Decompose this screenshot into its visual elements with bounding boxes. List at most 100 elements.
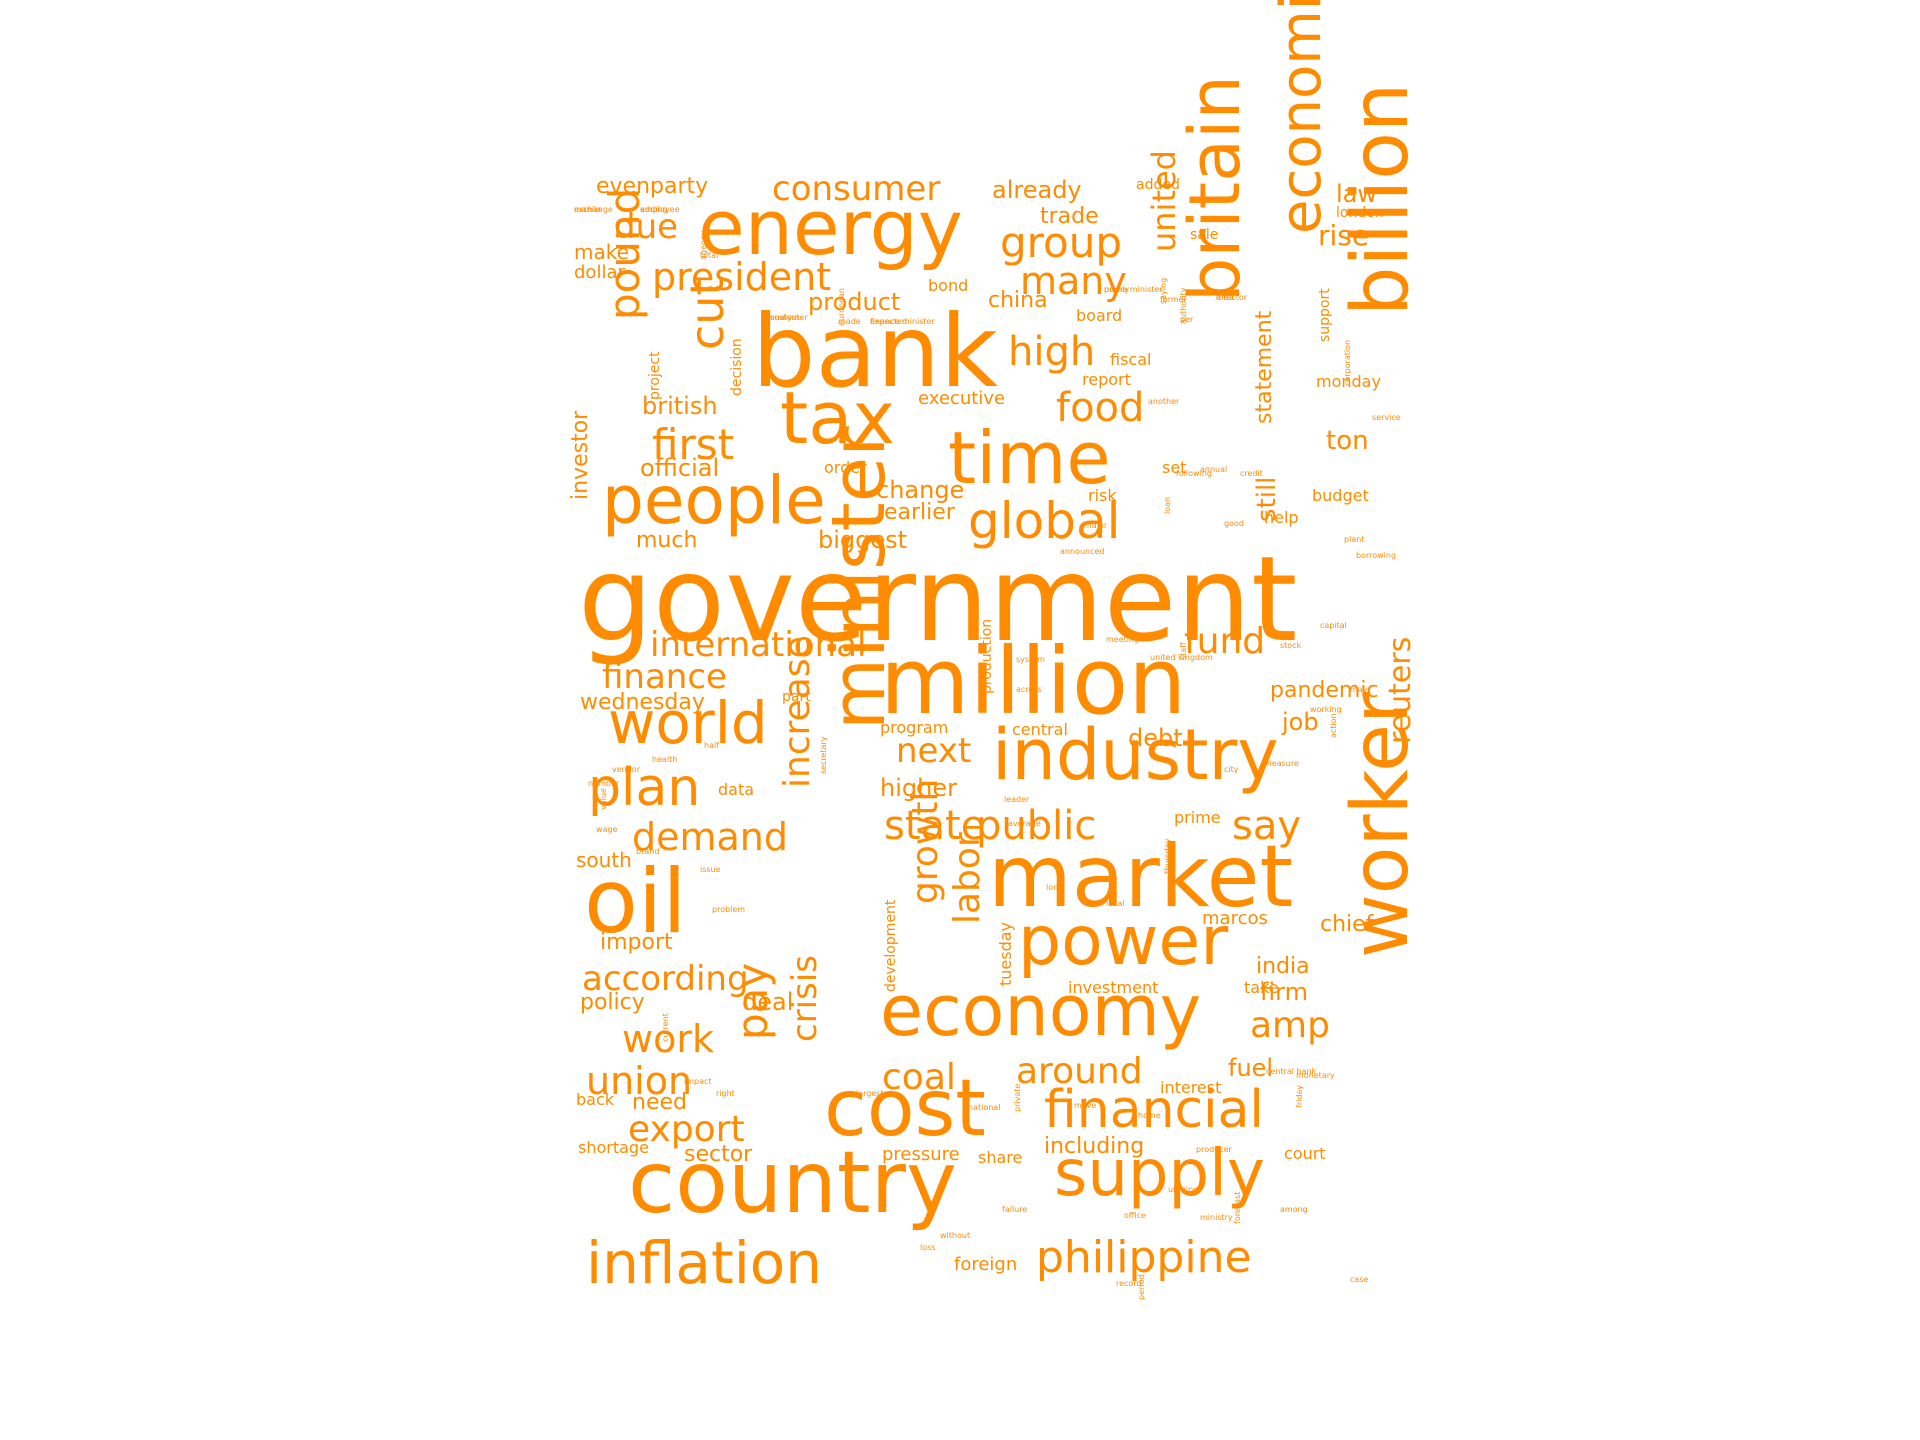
word-good: good <box>1224 519 1244 528</box>
word-chief: chief <box>1320 912 1374 937</box>
word-problem: problem <box>712 905 746 914</box>
word-manila: manila <box>574 205 602 214</box>
word-job: job <box>1282 708 1319 736</box>
word-health: health <box>652 755 678 764</box>
word-need: need <box>632 1090 687 1115</box>
word-added: added <box>1136 177 1180 193</box>
word-forecast: forecast <box>1233 1191 1242 1224</box>
word-state: state <box>884 803 986 849</box>
word-case: case <box>1350 1275 1369 1284</box>
word-monday: monday <box>1316 372 1381 391</box>
word-failure: failure <box>1002 1205 1028 1214</box>
word-major: major <box>1084 521 1108 530</box>
word-firm: firm <box>1260 978 1308 1006</box>
word-president: president <box>652 255 832 299</box>
word-fiscal: fiscal <box>1110 350 1152 369</box>
word-statement: statement <box>1252 310 1277 424</box>
word-borrowing: borrowing <box>1356 551 1397 560</box>
word-largest: largest <box>856 1089 884 1098</box>
word-higher: higher <box>880 774 957 802</box>
word-half: half <box>704 741 720 750</box>
word-fund: fund <box>1184 621 1266 662</box>
word-production: production <box>979 618 995 694</box>
word-oil: oil <box>584 850 687 953</box>
word-work: work <box>622 1017 714 1061</box>
word-fuel: fuel <box>1228 1054 1274 1082</box>
word-say: say <box>1232 803 1302 849</box>
word-reuters: reuters <box>1383 636 1418 744</box>
word-investor: investor <box>568 410 593 500</box>
word-private: private <box>1013 1083 1022 1112</box>
word-first: first <box>652 420 735 469</box>
word-thursday: thursday <box>1163 838 1172 874</box>
word-demand: demand <box>632 815 789 859</box>
word-risk: risk <box>1088 486 1117 505</box>
word-program: program <box>880 718 949 737</box>
word-world: world <box>608 689 768 757</box>
word-economic: economic <box>1269 0 1334 234</box>
word-home: home <box>1138 1111 1161 1120</box>
word-biggest: biggest <box>818 526 908 554</box>
word-wednesday: wednesday <box>580 690 705 715</box>
word-share: share <box>978 1148 1023 1167</box>
word-plan: plan <box>588 758 701 818</box>
word-pandemic: pandemic <box>1270 678 1379 703</box>
word-board: board <box>1076 306 1123 325</box>
word-tuesday: tuesday <box>996 921 1015 986</box>
word-number: number <box>588 779 620 788</box>
word-measure: measure <box>1264 759 1299 768</box>
word-supply: supply <box>1054 1137 1265 1211</box>
word-marcos: marcos <box>1202 908 1268 929</box>
word-philippine: philippine <box>1036 1232 1252 1283</box>
word-leader: leader <box>1004 795 1030 804</box>
word-may: may <box>1350 685 1368 694</box>
word-loan: loan <box>1163 496 1172 514</box>
word-cost: cost <box>824 1064 986 1154</box>
word-issue: issue <box>700 865 721 874</box>
word-official: official <box>640 454 720 482</box>
word-budget: budget <box>1312 486 1369 505</box>
word-staff: staff <box>1179 642 1188 660</box>
word-pressure: pressure <box>882 1144 960 1165</box>
word-foreign: foreign <box>954 1254 1018 1275</box>
word-make: make <box>574 240 629 264</box>
word-india: india <box>1256 954 1310 979</box>
word-economy: economy <box>880 970 1202 1052</box>
word-expected: expected <box>870 317 908 326</box>
word-energy: energy <box>698 183 963 272</box>
word-take: take <box>1244 978 1279 997</box>
word-help: help <box>1264 508 1299 527</box>
word-around: around <box>1016 1051 1143 1092</box>
word-annual: annual <box>1200 465 1228 474</box>
word-action: action <box>1329 713 1338 738</box>
word-nearly: nearly <box>1104 285 1130 294</box>
word-vendor: vendor <box>612 765 640 774</box>
word-south: south <box>576 848 632 872</box>
word-investment: investment <box>1068 978 1159 997</box>
word-ministry: ministry <box>1200 1213 1233 1222</box>
word-local: local <box>1106 899 1125 908</box>
word-industry: industry <box>992 714 1279 796</box>
word-former: former <box>1160 295 1187 304</box>
word-power: power <box>1018 902 1229 981</box>
word-already: already <box>992 176 1082 204</box>
word-producer: producer <box>1196 1145 1232 1154</box>
word-many: many <box>1020 259 1127 303</box>
word-deal: deal <box>742 988 794 1016</box>
word-analyst: analyst <box>770 313 800 322</box>
word-following: following <box>1176 469 1212 478</box>
word-finance: finance <box>602 657 727 697</box>
word-import: import <box>600 930 673 955</box>
word-financial: financial <box>1044 1080 1264 1140</box>
word-tax: tax <box>780 376 895 460</box>
word-support: support <box>1317 288 1333 342</box>
word-million: million <box>880 628 1187 735</box>
word-people: people <box>602 462 826 539</box>
word-average: average <box>1008 819 1041 828</box>
word-government: government <box>578 530 1298 668</box>
word-prime-minister: prime minister <box>1104 285 1163 294</box>
word-current: current <box>661 1013 670 1042</box>
word-record: record <box>1116 1279 1142 1288</box>
word-director: director <box>1216 293 1248 302</box>
word-ton: ton <box>1326 426 1369 456</box>
